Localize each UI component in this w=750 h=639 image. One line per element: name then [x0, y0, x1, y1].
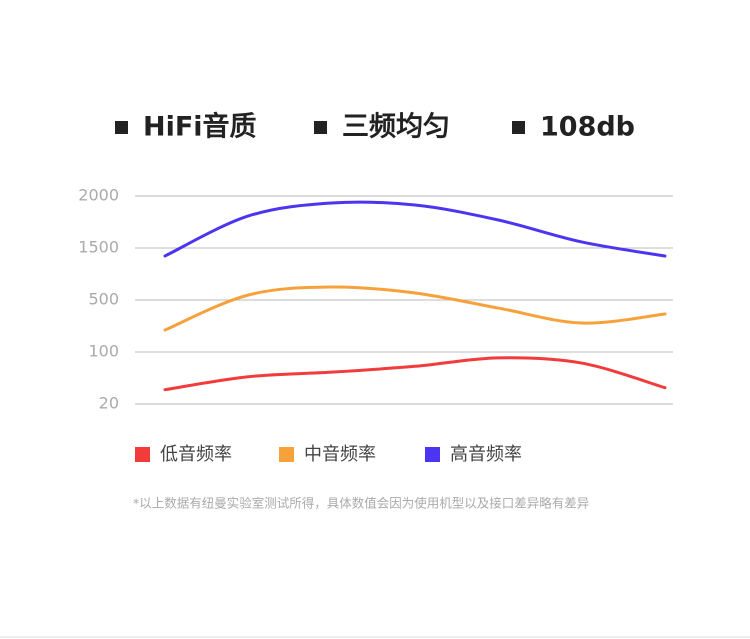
feature: 108db — [540, 112, 635, 143]
legend-swatch — [425, 447, 440, 462]
line — [163, 285, 667, 332]
feature: 三频均匀 — [342, 112, 450, 143]
bullet — [115, 121, 128, 134]
line — [163, 200, 667, 258]
bullet — [512, 121, 525, 134]
bullet — [314, 121, 327, 134]
legend-swatch — [279, 447, 294, 462]
footnote: *以上数据有纽曼实验室测试所得，具体数值会因为使用机型以及接口差异略有差异 — [133, 496, 589, 511]
feature: HiFi音质 — [143, 111, 257, 143]
legend-label: 中音频率 — [304, 444, 376, 465]
y-tick-label: 20 — [99, 394, 119, 413]
legend-swatch — [135, 447, 150, 462]
legend-label: 低音频率 — [160, 444, 232, 465]
line — [163, 356, 667, 392]
legend-label: 高音频率 — [450, 444, 522, 465]
y-tick-label: 100 — [88, 342, 119, 361]
y-tick-label: 500 — [88, 290, 119, 309]
y-tick-label: 2000 — [78, 186, 119, 205]
y-tick-label: 1500 — [78, 238, 119, 257]
